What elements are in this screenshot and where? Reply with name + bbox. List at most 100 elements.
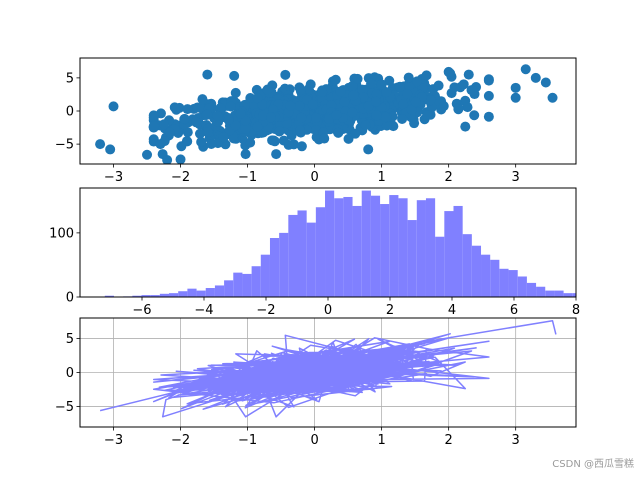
- histogram-bar: [361, 190, 371, 297]
- scatter-point: [433, 80, 444, 91]
- histogram-bar: [517, 276, 527, 297]
- scatter-point: [397, 113, 408, 124]
- scatter-point: [317, 87, 328, 98]
- scatter-point: [194, 128, 205, 139]
- scatter-point: [403, 72, 414, 83]
- scatter-point: [202, 109, 213, 120]
- scatter-point: [267, 135, 278, 146]
- scatter-point: [202, 69, 213, 80]
- histogram-bar: [536, 286, 546, 297]
- scatter-point: [510, 82, 521, 93]
- x-tick-label: 1: [377, 170, 385, 185]
- histogram-bar: [251, 266, 261, 297]
- scatter-point: [381, 120, 392, 131]
- scatter-point: [108, 101, 119, 112]
- x-tick-label: 6: [510, 303, 518, 318]
- histogram-bar: [563, 293, 573, 297]
- scatter-point: [95, 139, 106, 150]
- histogram-bar: [425, 198, 436, 297]
- scatter-point: [262, 84, 273, 95]
- scatter-point: [310, 112, 321, 123]
- histogram-bar: [481, 254, 491, 297]
- scatter-point: [347, 107, 358, 118]
- histogram-bar: [554, 290, 564, 297]
- x-tick-label: 3: [512, 170, 520, 185]
- scatter-point: [196, 136, 207, 147]
- histogram-bar: [104, 295, 114, 297]
- scatter-point: [371, 110, 382, 121]
- scatter-point: [363, 144, 374, 155]
- scatter-point: [335, 86, 346, 97]
- scatter-points: [95, 64, 558, 164]
- x-tick-label: 0: [310, 170, 318, 185]
- histogram-bar: [499, 268, 509, 297]
- scatter-point: [404, 80, 415, 91]
- histogram-bar: [526, 282, 537, 297]
- scatter-point: [366, 78, 377, 89]
- histogram-bar: [398, 198, 408, 297]
- histogram-bar: [288, 214, 298, 297]
- histogram-bar: [619, 294, 628, 297]
- histogram-bar: [389, 195, 399, 297]
- scatter-point: [422, 110, 433, 121]
- scatter-point: [540, 77, 551, 88]
- scatter-point: [319, 133, 330, 144]
- scatter-point: [258, 110, 269, 121]
- x-tick-label: 2: [386, 303, 394, 318]
- scatter-point: [182, 127, 193, 138]
- scatter-point: [278, 135, 289, 146]
- histogram-bar: [169, 293, 179, 297]
- scatter-axes: −3 −2 −1 0 1 2 3 −5 0 5: [55, 57, 577, 185]
- histogram-bar: [609, 296, 618, 297]
- scatter-point: [212, 110, 223, 121]
- scatter-point: [460, 121, 471, 132]
- scatter-point: [483, 90, 494, 101]
- scatter-point: [165, 127, 176, 138]
- scatter-point: [240, 149, 251, 160]
- scatter-point: [547, 92, 558, 103]
- scatter-point: [225, 101, 236, 112]
- histogram-bar: [141, 295, 151, 297]
- histogram-bars: [104, 190, 628, 297]
- line-ticks: −3 −2 −1 0 1 2 3 −5 0 5: [55, 332, 520, 448]
- x-tick-label: −3: [104, 433, 123, 448]
- histogram-bar: [297, 210, 307, 297]
- histogram-bar: [159, 293, 170, 297]
- line-axes: −3 −2 −1 0 1 2 3 −5 0 5: [55, 317, 577, 448]
- scatter-point: [169, 102, 180, 113]
- scatter-point: [285, 100, 296, 111]
- x-tick-label: −6: [132, 303, 151, 318]
- scatter-point: [398, 99, 409, 110]
- scatter-point: [343, 133, 354, 144]
- scatter-point: [357, 84, 368, 95]
- histogram-bar: [260, 254, 270, 297]
- scatter-point: [463, 69, 474, 80]
- histogram-bar: [196, 290, 206, 297]
- scatter-point: [245, 137, 256, 148]
- scatter-point: [296, 112, 307, 123]
- x-tick-label: 8: [572, 303, 580, 318]
- scatter-point: [453, 104, 464, 115]
- histogram-bar: [205, 288, 215, 297]
- histogram-bar: [545, 290, 555, 297]
- scatter-point: [148, 121, 159, 132]
- x-tick-label: 1: [377, 433, 385, 448]
- scatter-point: [333, 127, 344, 138]
- scatter-point: [520, 64, 531, 75]
- scatter-point: [331, 110, 342, 121]
- x-tick-label: 0: [310, 433, 318, 448]
- x-tick-label: −2: [256, 303, 275, 318]
- y-tick-label: 0: [66, 291, 74, 306]
- histogram-bar: [444, 211, 454, 297]
- scatter-point: [443, 66, 454, 77]
- scatter-point: [370, 96, 381, 107]
- scatter-point: [402, 88, 413, 99]
- scatter-point: [352, 73, 363, 84]
- scatter-point: [197, 94, 208, 105]
- histogram-bar: [490, 259, 500, 297]
- scatter-point: [181, 136, 192, 147]
- histogram-bar: [471, 245, 482, 297]
- scatter-point: [265, 112, 276, 123]
- y-tick-label: 5: [66, 332, 74, 347]
- histogram-bar: [416, 200, 426, 297]
